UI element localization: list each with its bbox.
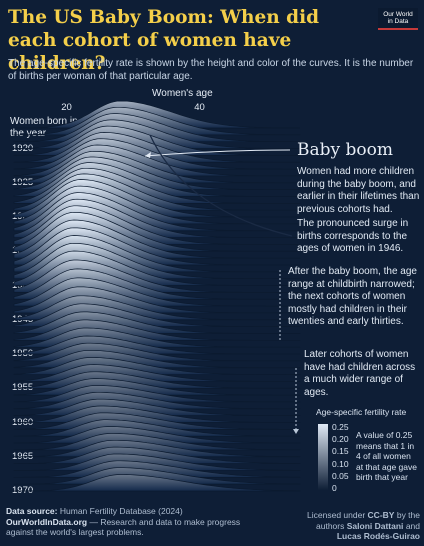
ridge-cohort-1969 <box>13 467 301 485</box>
annotation-line-surge <box>149 134 293 237</box>
annotation-baby-boom-title: Baby boom <box>297 140 393 160</box>
annotation-baby-boom-text: Women had more children during the baby … <box>297 166 420 215</box>
footer-source: Data source: Human Fertility Database (2… <box>6 506 246 538</box>
author-join: and <box>405 520 420 531</box>
chart-title: The US Baby Boom: When did each cohort o… <box>8 7 320 74</box>
legend-tick-label: 0.20 <box>332 434 349 445</box>
ridge-cohort-1965 <box>13 439 301 458</box>
ridge-cohort-1966 <box>13 446 301 464</box>
legend-note: A value of 0.25 means that 1 in 4 of all… <box>356 430 417 482</box>
y-tick-label: 1970 <box>12 485 34 496</box>
legend-tick-label: 0.05 <box>332 470 349 481</box>
ridge-cohort-1970 <box>14 474 301 492</box>
arrowhead <box>145 152 151 158</box>
annotation-surge-text: The pronounced surge in births correspon… <box>297 218 409 254</box>
legend-tick-label: 0.25 <box>332 422 349 432</box>
logo-line2: in Data <box>387 18 409 25</box>
source-label: Data source: <box>6 506 58 516</box>
ridge-cohort-1968 <box>13 460 301 478</box>
logo-line1: Our World <box>383 11 413 18</box>
footer-license: Licensed under CC-BY by the authors Salo… <box>290 510 420 542</box>
y-tick-label: 1965 <box>12 450 34 462</box>
annotation-after-text: After the baby boom, the age range at ch… <box>288 266 417 327</box>
x-tick-label: 40 <box>194 102 205 113</box>
author-2: Lucas Rodés-Guirao <box>336 531 420 541</box>
ridge-cohort-1964 <box>13 433 301 451</box>
x-axis-label: Women's age <box>152 88 213 99</box>
y-axis-label: Women born in the year <box>10 116 78 139</box>
source-value: Human Fertility Database (2024) <box>59 506 183 516</box>
x-tick-label: 20 <box>61 102 72 113</box>
legend-tick-label: 0 <box>332 483 337 493</box>
author-1: Saloni Dattani <box>346 520 404 531</box>
license-link[interactable]: CC-BY <box>367 510 395 520</box>
legend-title: Age-specific fertility rate <box>316 407 407 417</box>
license-by: by the authors <box>316 510 420 531</box>
legend-tick-label: 0.10 <box>332 458 349 469</box>
legend-color-bar <box>318 424 328 490</box>
chart-subtitle: The age-specific fertility rate is shown… <box>8 58 414 82</box>
site-link[interactable]: OurWorldInData.org <box>6 516 88 527</box>
annotation-later-text: Later cohorts of women have had children… <box>304 349 416 398</box>
owid-logo[interactable]: Our World in Data <box>378 8 418 30</box>
ridge-cohort-1967 <box>13 453 301 471</box>
annotation-arrow-baby-boom <box>144 149 291 157</box>
tagline: — Research and data to make progress aga… <box>6 516 241 538</box>
arrowhead-later <box>293 429 299 434</box>
license-prefix: Licensed under <box>307 510 366 520</box>
legend-tick-label: 0.15 <box>332 446 349 457</box>
